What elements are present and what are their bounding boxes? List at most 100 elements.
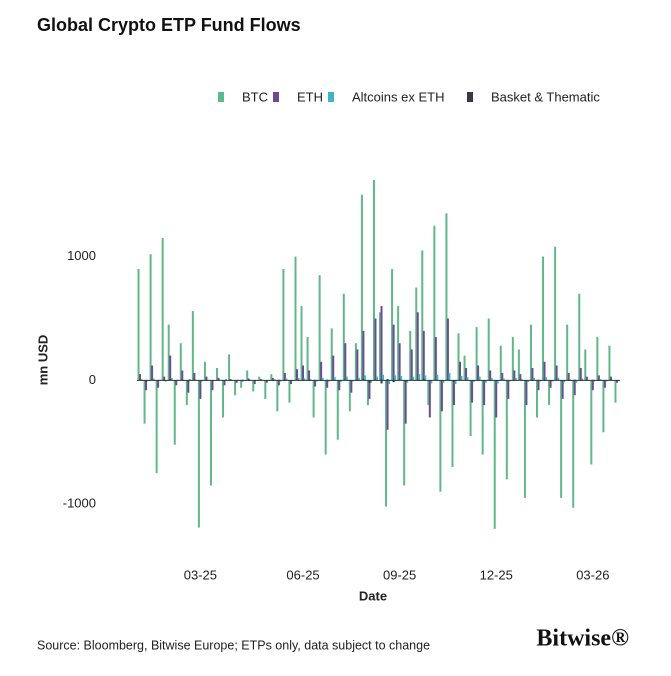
bar	[557, 377, 560, 381]
bar	[523, 380, 526, 498]
bar	[163, 376, 166, 381]
bar	[330, 328, 333, 381]
bar	[318, 275, 321, 381]
bar	[422, 330, 425, 381]
y-tick-label: 1000	[67, 248, 96, 263]
x-tick-label: 06-25	[286, 567, 319, 582]
bar	[445, 213, 448, 381]
bar	[143, 380, 146, 424]
bar	[397, 306, 400, 381]
bar	[446, 318, 449, 381]
bar	[222, 380, 225, 418]
bar	[351, 380, 354, 382]
bar	[475, 327, 478, 381]
bar	[517, 349, 520, 381]
bar	[563, 380, 566, 383]
bar	[333, 377, 336, 381]
bar	[217, 377, 220, 381]
bar	[308, 370, 311, 381]
bar	[382, 374, 385, 381]
bar	[469, 380, 472, 437]
bar	[203, 361, 206, 381]
bar	[591, 380, 594, 391]
bar	[271, 377, 274, 381]
bar	[228, 354, 231, 381]
bar	[386, 379, 389, 381]
bar	[140, 379, 143, 381]
bar	[185, 380, 188, 406]
bar	[608, 345, 611, 381]
bar	[409, 330, 412, 381]
bar	[276, 380, 279, 412]
bar	[505, 380, 508, 480]
x-tick-label: 12-25	[480, 567, 513, 582]
bar	[567, 372, 570, 381]
bar	[345, 376, 348, 381]
bar	[391, 268, 394, 381]
bar	[164, 380, 167, 382]
bar	[502, 378, 505, 381]
bar	[542, 256, 545, 381]
bar	[597, 375, 600, 381]
bar	[295, 369, 298, 381]
bar	[472, 380, 475, 383]
bar	[483, 380, 486, 406]
bar	[427, 380, 430, 406]
bar	[572, 380, 575, 508]
bar	[170, 377, 173, 381]
bar	[336, 380, 339, 440]
bar	[151, 365, 154, 381]
bar	[400, 376, 403, 381]
bar	[584, 349, 587, 381]
bar	[374, 318, 377, 381]
bar	[404, 380, 407, 382]
bar	[596, 337, 599, 381]
bar	[362, 330, 365, 381]
bar	[519, 374, 522, 381]
bar	[338, 380, 341, 391]
x-tick-label: 03-25	[184, 567, 217, 582]
bar	[499, 345, 502, 381]
bar	[139, 374, 142, 381]
bar	[513, 370, 516, 381]
bar	[436, 374, 439, 381]
bar	[191, 311, 194, 381]
bar	[234, 380, 237, 396]
bar	[363, 375, 366, 381]
bar	[369, 380, 372, 383]
y-tick-label: 0	[89, 372, 96, 387]
bar	[463, 355, 466, 381]
bar	[388, 380, 391, 385]
bar	[392, 380, 395, 383]
bar	[448, 372, 451, 381]
bar	[342, 293, 345, 381]
bar	[615, 380, 618, 383]
bar	[511, 337, 514, 381]
bar	[609, 376, 612, 381]
bar	[416, 312, 419, 381]
legend-swatch	[218, 92, 224, 102]
bar	[193, 372, 196, 381]
bar	[569, 379, 572, 381]
bar	[246, 370, 249, 381]
bar	[410, 349, 413, 381]
bar	[398, 343, 401, 381]
bar	[403, 380, 406, 486]
legend-label: BTC	[242, 89, 268, 104]
bar	[459, 361, 462, 381]
bar	[454, 380, 457, 385]
bar	[173, 380, 176, 445]
bar	[614, 380, 617, 403]
bar	[415, 287, 418, 381]
bar	[605, 380, 608, 382]
bar	[487, 318, 490, 381]
bar	[289, 380, 292, 385]
bar	[532, 377, 535, 381]
bar	[422, 379, 425, 381]
legend-swatch	[467, 92, 473, 102]
bar	[566, 324, 569, 381]
bar	[283, 372, 286, 381]
bar	[253, 380, 256, 385]
bar	[531, 367, 534, 381]
